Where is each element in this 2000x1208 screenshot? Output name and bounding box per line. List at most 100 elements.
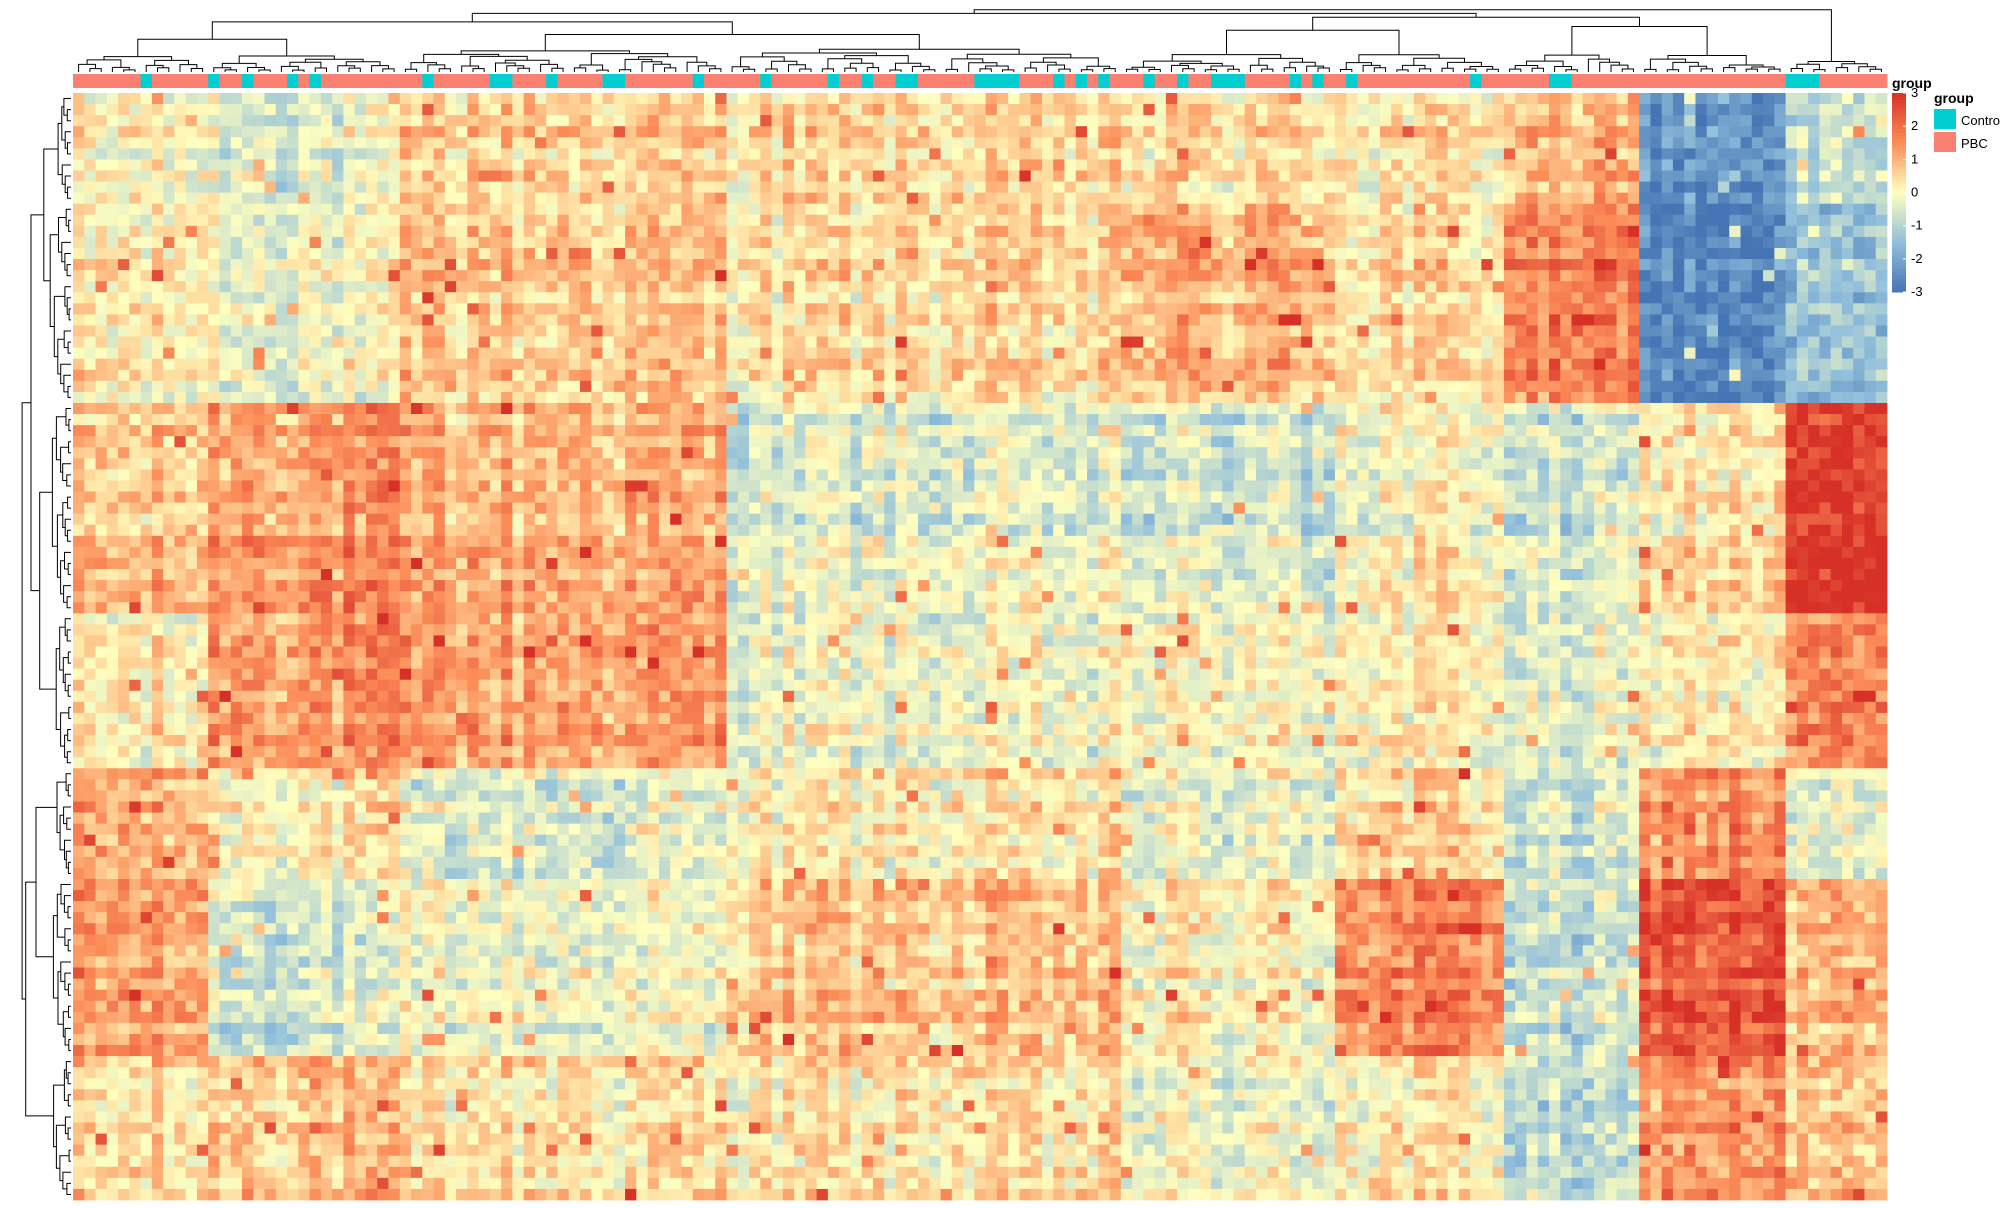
heatmap-cell — [163, 347, 175, 360]
heatmap-cell — [1143, 347, 1156, 360]
heatmap-cell — [365, 137, 378, 149]
heatmap-cell — [1019, 93, 1032, 105]
heatmap-cell — [1132, 391, 1144, 404]
heatmap-cell — [827, 325, 840, 337]
heatmap-cell — [1853, 336, 1865, 349]
heatmap-cell — [411, 270, 423, 282]
heatmap-cell — [196, 148, 209, 160]
heatmap-cell — [1041, 115, 1054, 127]
heatmap-cell — [1413, 181, 1426, 194]
heatmap-cell — [129, 259, 142, 271]
heatmap-cell — [737, 358, 750, 371]
heatmap-cell — [1368, 236, 1381, 249]
heatmap-cell — [1154, 192, 1167, 205]
heatmap-cell — [816, 358, 829, 371]
annotation-cell — [906, 74, 919, 88]
heatmap-cell — [320, 380, 333, 393]
heatmap-cell — [613, 203, 626, 216]
heatmap-cell — [1639, 391, 1651, 404]
heatmap-cell — [1199, 259, 1212, 271]
heatmap-cell — [1109, 325, 1122, 337]
heatmap-cell — [884, 104, 896, 116]
heatmap-cell — [1019, 369, 1032, 382]
heatmap-cell — [501, 214, 513, 227]
heatmap-cell — [1334, 391, 1347, 404]
annotation-cell — [377, 74, 389, 88]
heatmap-cell — [411, 336, 423, 349]
heatmap-cell — [647, 236, 660, 249]
heatmap-cell — [760, 380, 772, 393]
heatmap-cell — [918, 225, 930, 238]
heatmap-cell — [602, 192, 615, 205]
heatmap-cell — [298, 192, 311, 205]
heatmap-cell — [1165, 170, 1178, 182]
heatmap-cell — [861, 369, 874, 382]
heatmap-cell — [1391, 358, 1403, 371]
heatmap-cell — [1470, 236, 1482, 249]
heatmap-cell — [1109, 247, 1122, 260]
heatmap-cell — [242, 347, 254, 360]
heatmap-cell — [253, 159, 265, 171]
heatmap-cell — [1289, 247, 1302, 260]
annotation-cell — [1222, 74, 1234, 88]
heatmap-cell — [467, 137, 480, 149]
heatmap-cell — [805, 281, 818, 293]
heatmap-cell — [73, 292, 85, 304]
heatmap-cell — [1334, 137, 1347, 149]
heatmap-cell — [1605, 391, 1617, 404]
heatmap-cell — [501, 336, 513, 349]
heatmap-cell — [106, 203, 119, 216]
heatmap-cell — [1413, 214, 1426, 227]
heatmap-cell — [861, 225, 874, 238]
heatmap-cell — [84, 236, 96, 249]
heatmap-cell — [106, 358, 119, 371]
heatmap-cell — [918, 369, 930, 382]
heatmap-cell — [1312, 303, 1325, 315]
heatmap-cell — [1143, 115, 1156, 127]
heatmap-cell — [1357, 115, 1370, 127]
heatmap-cell — [1357, 170, 1370, 182]
annotation-cell — [309, 74, 322, 88]
heatmap-cell — [253, 93, 265, 105]
heatmap-cell — [850, 181, 863, 194]
heatmap-cell — [320, 170, 333, 182]
heatmap-cell — [1650, 181, 1663, 194]
heatmap-cell — [129, 270, 142, 282]
heatmap-cell — [219, 93, 232, 105]
heatmap-cell — [1695, 247, 1708, 260]
heatmap-cell — [613, 347, 626, 360]
heatmap-cell — [1808, 137, 1820, 149]
heatmap-cell — [715, 391, 727, 404]
heatmap-cell — [1075, 358, 1088, 371]
heatmap-cell — [275, 104, 288, 116]
heatmap-cell — [129, 137, 142, 149]
heatmap-cell — [1053, 325, 1065, 337]
heatmap-cell — [196, 303, 209, 315]
heatmap-cell — [861, 236, 874, 249]
heatmap-cell — [1267, 236, 1279, 249]
annotation-cell — [1503, 74, 1516, 88]
heatmap-cell — [1639, 159, 1651, 171]
heatmap-cell — [433, 391, 446, 404]
heatmap-cell — [1188, 192, 1201, 205]
heatmap-cell — [1481, 137, 1494, 149]
heatmap-cell — [861, 270, 874, 282]
heatmap-cell — [1222, 225, 1234, 238]
heatmap-cell — [1143, 159, 1156, 171]
heatmap-cell — [1278, 391, 1291, 404]
heatmap-cell — [737, 347, 750, 360]
heatmap-cell — [523, 159, 536, 171]
heatmap-cell — [1278, 181, 1291, 194]
heatmap-cell — [354, 391, 367, 404]
heatmap-cell — [1605, 380, 1617, 393]
heatmap-cell — [422, 115, 434, 127]
heatmap-cell — [163, 236, 175, 249]
heatmap-cell — [996, 236, 1009, 249]
heatmap-cell — [951, 259, 964, 271]
heatmap-cell — [1199, 281, 1212, 293]
heatmap-cell — [534, 192, 547, 205]
heatmap-cell — [377, 292, 389, 304]
heatmap-cell — [782, 192, 795, 205]
heatmap-cell — [692, 236, 705, 249]
heatmap-cell — [343, 259, 356, 271]
